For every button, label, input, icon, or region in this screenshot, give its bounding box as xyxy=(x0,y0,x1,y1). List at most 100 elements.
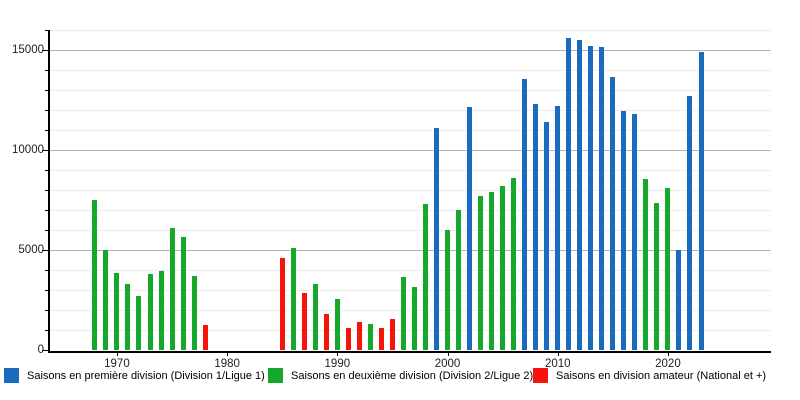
bar-division2-1997 xyxy=(411,287,417,350)
bar-division2-1998 xyxy=(423,204,428,350)
y-axis-tick xyxy=(45,330,48,331)
bar-division1-2002 xyxy=(467,107,473,350)
minor-gridline xyxy=(49,90,771,91)
bar-amateur-1987 xyxy=(301,293,307,350)
y-axis-label: 10000 xyxy=(12,144,44,156)
bar-division2-2004 xyxy=(489,192,495,350)
bar-division2-1986 xyxy=(290,248,296,350)
y-axis-tick xyxy=(45,90,48,91)
x-axis-label: 2020 xyxy=(655,358,681,370)
y-axis-tick xyxy=(45,230,48,231)
y-axis-tick xyxy=(45,110,48,111)
x-axis-label: 2000 xyxy=(434,358,461,370)
y-axis-tick xyxy=(45,30,48,31)
division2-color-swatch xyxy=(268,368,283,383)
minor-gridline xyxy=(49,230,771,231)
y-axis-tick xyxy=(45,190,48,191)
y-axis-tick xyxy=(45,70,48,71)
bar-amateur-1992 xyxy=(356,322,362,350)
bar-division2-1996 xyxy=(400,277,406,350)
minor-gridline xyxy=(49,270,771,271)
minor-gridline xyxy=(49,130,771,131)
bar-division2-1975 xyxy=(169,228,175,350)
amateur-color-swatch xyxy=(533,368,548,383)
bar-division1-2023 xyxy=(698,52,704,350)
bar-division1-2012 xyxy=(577,40,583,350)
minor-gridline xyxy=(49,290,771,291)
y-axis-tick xyxy=(42,50,48,51)
bar-division2-2003 xyxy=(478,196,484,350)
major-gridline xyxy=(49,150,771,151)
y-axis-label: 15000 xyxy=(12,44,44,56)
bar-division1-2010 xyxy=(555,106,561,350)
bar-division2-1993 xyxy=(367,324,373,350)
y-axis-tick xyxy=(45,130,48,131)
y-axis-tick xyxy=(42,250,48,251)
bar-division2-2005 xyxy=(500,186,506,350)
minor-gridline xyxy=(49,70,771,71)
y-axis-tick xyxy=(42,150,48,151)
bar-amateur-1985 xyxy=(279,258,285,350)
bar-division2-2020 xyxy=(665,188,671,350)
x-axis-tick xyxy=(667,352,669,356)
bar-division1-2022 xyxy=(687,96,693,350)
bar-division2-1971 xyxy=(125,284,131,350)
x-axis-tick xyxy=(116,352,118,356)
y-axis-line xyxy=(48,30,50,352)
bar-division1-2015 xyxy=(610,77,616,350)
minor-gridline xyxy=(49,190,771,191)
bar-division2-2006 xyxy=(511,178,517,350)
x-axis-tick xyxy=(337,352,339,356)
bar-division2-1968 xyxy=(92,200,98,350)
legend-label-amateur: Saisons en division amateur (National et… xyxy=(556,369,767,382)
legend-item-amateur: Saisons en division amateur (National et… xyxy=(533,368,766,383)
legend-item-division2: Saisons en deuxième division (Division 2… xyxy=(268,368,533,383)
y-axis-label: 0 xyxy=(37,344,44,356)
bar-division2-1990 xyxy=(334,299,340,350)
major-gridline xyxy=(49,50,771,51)
bar-division1-2007 xyxy=(522,79,528,350)
bar-division1-2014 xyxy=(599,47,605,350)
x-axis-label: 1980 xyxy=(214,358,240,370)
bar-division2-1973 xyxy=(147,274,153,350)
attendance-bar-chart: 0 5000 10000 15000 1970 1980 1990 2000 2010 2020 xyxy=(12,30,771,370)
x-axis-label: 1990 xyxy=(324,358,351,370)
x-axis-label: 2010 xyxy=(544,358,571,370)
legend-label-division1: Saisons en première division (Division 1… xyxy=(27,369,265,382)
y-axis-tick xyxy=(42,350,48,351)
y-axis-tick xyxy=(45,170,48,171)
y-axis-tick xyxy=(45,310,48,311)
bar-division1-2017 xyxy=(632,114,638,350)
bar-division1-2008 xyxy=(533,104,539,350)
bar-division1-2011 xyxy=(566,38,572,350)
major-gridline xyxy=(49,250,771,251)
minor-gridline xyxy=(49,210,771,211)
bar-division1-2021 xyxy=(676,250,682,350)
minor-gridline xyxy=(49,110,771,111)
plot-area: 0 5000 10000 15000 1970 1980 1990 2000 2010 2020 xyxy=(12,30,771,370)
bar-amateur-1994 xyxy=(378,328,384,350)
bar-amateur-1978 xyxy=(202,325,208,350)
y-axis-tick xyxy=(45,290,48,291)
minor-gridline xyxy=(49,170,771,171)
x-axis-tick xyxy=(557,352,559,356)
minor-gridline xyxy=(49,330,771,331)
bar-division2-1977 xyxy=(191,276,197,350)
bar-division2-1988 xyxy=(312,284,318,350)
division1-color-swatch xyxy=(4,368,19,383)
chart-legend: Saisons en première division (Division 1… xyxy=(0,366,800,390)
bar-division2-1970 xyxy=(114,273,120,350)
bar-division2-1972 xyxy=(136,296,142,350)
bar-amateur-1991 xyxy=(345,328,351,350)
y-axis-tick xyxy=(45,270,48,271)
bar-division1-2009 xyxy=(544,122,550,350)
x-axis-tick xyxy=(227,352,229,356)
bar-division1-2016 xyxy=(621,111,627,350)
bar-amateur-1995 xyxy=(389,319,395,350)
bar-division2-2019 xyxy=(654,203,660,350)
y-axis-label: 5000 xyxy=(18,244,44,256)
bar-amateur-1989 xyxy=(323,314,329,350)
bar-division1-2013 xyxy=(588,46,594,350)
x-axis-tick xyxy=(447,352,449,356)
bar-division2-2001 xyxy=(456,210,462,350)
